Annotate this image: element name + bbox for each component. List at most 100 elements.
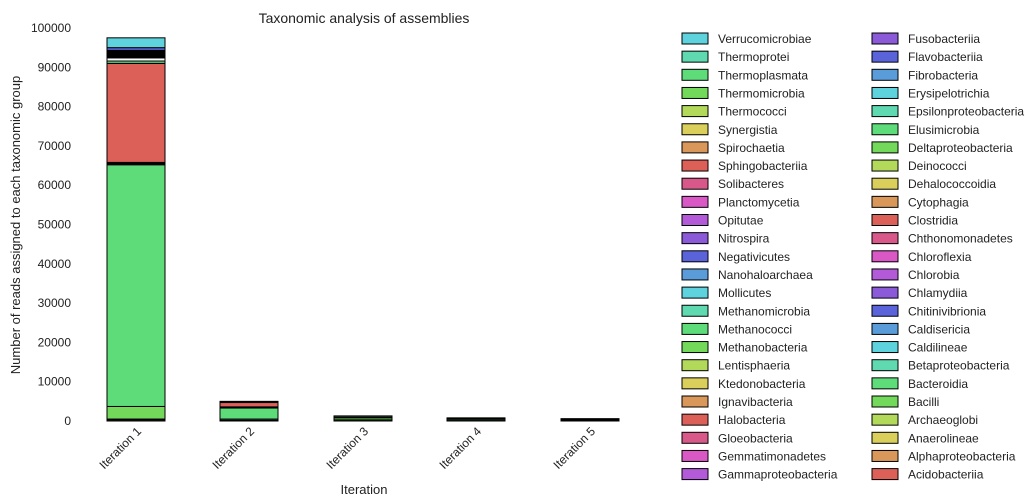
y-tick-label: 50000 — [38, 218, 72, 232]
legend-label: Mollicutes — [718, 286, 771, 300]
legend-swatch — [681, 322, 709, 335]
legend-item: Betaproteobacteria — [871, 359, 1010, 373]
y-tick-label: 30000 — [38, 296, 72, 310]
legend-swatch — [681, 195, 709, 208]
chart-title: Taxonomic analysis of assemblies — [259, 10, 470, 26]
legend-item: Gemmatimonadetes — [681, 449, 826, 463]
legend-item: Methanococci — [681, 322, 792, 336]
legend-swatch — [681, 286, 709, 299]
legend-swatch — [871, 177, 899, 190]
legend-item: Fibrobacteria — [871, 68, 978, 82]
legend-label: Elusimicrobia — [908, 123, 980, 137]
bar-segment — [106, 405, 166, 420]
legend-label: Caldisericia — [908, 322, 970, 336]
legend-swatch — [871, 449, 899, 462]
x-tick-label: Iteration 5 — [550, 424, 598, 472]
legend-label: Sphingobacteriia — [718, 159, 808, 173]
legend-label: Epsilonproteobacteria — [908, 105, 1024, 119]
legend-label: Nanohaloarchaea — [718, 268, 813, 282]
bar-segment — [106, 164, 166, 407]
bar-stack — [106, 37, 166, 422]
legend-swatch — [871, 141, 899, 154]
legend-label: Nitrospira — [718, 232, 770, 246]
bar-segment — [219, 407, 279, 420]
legend-swatch — [871, 123, 899, 136]
legend-label: Gloeobacteria — [718, 431, 793, 445]
legend-label: Chthonomonadetes — [908, 232, 1013, 246]
bar-segment — [560, 418, 620, 420]
x-tick-label: Iteration 2 — [209, 424, 257, 472]
x-axis-label: Iteration — [341, 482, 388, 497]
legend-label: Chitinivibrionia — [908, 304, 986, 318]
legend-label: Bacilli — [908, 395, 939, 409]
legend-swatch — [871, 68, 899, 81]
legend-label: Methanococci — [718, 322, 792, 336]
legend-label: Fusobacteriia — [908, 32, 980, 46]
legend-swatch — [871, 250, 899, 263]
bar-stack — [333, 415, 393, 422]
legend-swatch — [681, 50, 709, 63]
bar-segment — [106, 49, 166, 59]
y-tick-label: 90000 — [38, 60, 72, 74]
legend-item: Acidobacteriia — [871, 468, 984, 482]
legend-item: Nitrospira — [681, 232, 770, 246]
legend-label: Acidobacteriia — [908, 468, 984, 482]
legend-swatch — [871, 413, 899, 426]
y-tick-label: 0 — [64, 414, 71, 428]
legend-item: Chloroflexia — [871, 250, 972, 264]
legend-swatch — [871, 286, 899, 299]
legend-item: Clostridia — [871, 214, 958, 228]
legend-swatch — [681, 359, 709, 372]
bar-stack — [446, 417, 506, 422]
legend-swatch — [681, 250, 709, 263]
legend-label: Halobacteria — [718, 413, 786, 427]
legend-swatch — [681, 468, 709, 481]
legend-item: Chlamydiia — [871, 286, 968, 300]
legend-item: Nanohaloarchaea — [681, 268, 813, 282]
legend-swatch — [871, 232, 899, 245]
legend-item: Synergistia — [681, 123, 778, 137]
legend-swatch — [681, 431, 709, 444]
legend-label: Deltaproteobacteria — [908, 141, 1013, 155]
legend-label: Anaerolineae — [908, 431, 979, 445]
legend-swatch — [681, 177, 709, 190]
legend-item: Bacteroidia — [871, 377, 968, 391]
legend: Verrucomicrobiae Thermoprotei Thermoplasma… — [681, 32, 1024, 482]
bar-stacks — [106, 37, 620, 422]
legend-label: Thermomicrobia — [718, 86, 805, 100]
legend-item: Mollicutes — [681, 286, 771, 300]
legend-item: Flavobacteriia — [871, 50, 983, 64]
legend-label: Methanobacteria — [718, 341, 808, 355]
legend-item: Chlorobia — [871, 268, 960, 282]
y-tick-label: 10000 — [38, 375, 72, 389]
legend-swatch — [681, 105, 709, 118]
legend-label: Solibacteres — [718, 177, 784, 191]
legend-item: Thermomicrobia — [681, 86, 805, 100]
x-tick-label: Iteration 1 — [96, 424, 144, 472]
legend-swatch — [871, 105, 899, 118]
legend-swatch — [871, 468, 899, 481]
y-tick-label: 20000 — [38, 335, 72, 349]
y-tick-label: 80000 — [38, 100, 72, 114]
legend-swatch — [681, 341, 709, 354]
legend-item: Solibacteres — [681, 177, 784, 191]
legend-swatch — [681, 159, 709, 172]
legend-swatch — [871, 214, 899, 226]
legend-swatch — [871, 195, 899, 208]
legend-swatch — [871, 32, 899, 45]
legend-label: Dehalococcoidia — [908, 177, 996, 191]
bar-segment — [219, 402, 279, 408]
legend-swatch — [871, 159, 899, 172]
legend-item: Gloeobacteria — [681, 431, 793, 445]
legend-item: Spirochaetia — [681, 141, 785, 155]
legend-swatch — [871, 431, 899, 444]
legend-item: Lentisphaeria — [681, 359, 790, 373]
legend-item: Bacilli — [871, 395, 939, 409]
legend-item: Alphaproteobacteria — [871, 449, 1016, 463]
bar-segment — [333, 415, 393, 418]
legend-item: Thermoprotei — [681, 50, 789, 64]
legend-label: Alphaproteobacteria — [908, 449, 1016, 463]
legend-item: Negativicutes — [681, 250, 790, 264]
legend-label: Thermoplasmata — [718, 68, 808, 82]
